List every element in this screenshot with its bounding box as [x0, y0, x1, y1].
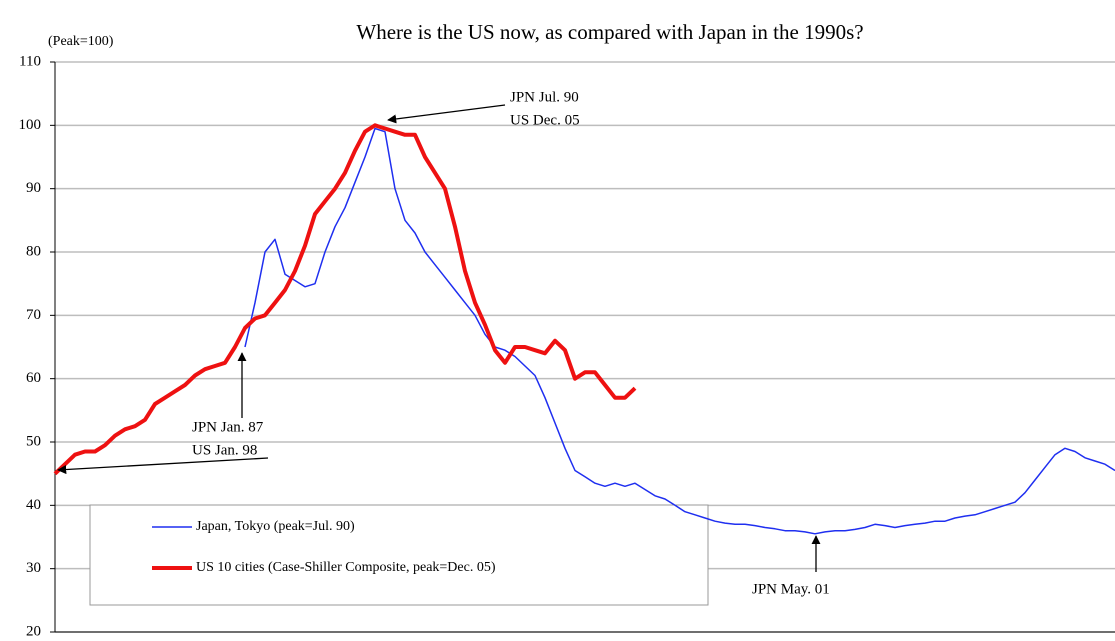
annotation: US Dec. 05: [510, 112, 580, 128]
annotation-arrow: [387, 104, 506, 124]
y-tick-label: 90: [26, 180, 41, 196]
chart-title: Where is the US now, as compared with Ja…: [356, 20, 863, 44]
y-tick-label: 20: [26, 623, 41, 639]
y-tick-label: 100: [19, 117, 42, 133]
legend: [89, 504, 709, 606]
y-tick-label: 70: [26, 307, 41, 323]
y-tick-label: 60: [26, 370, 41, 386]
y-tick-label: 110: [19, 53, 41, 69]
series-line: [244, 127, 1115, 535]
series-line: [53, 123, 637, 476]
annotation-arrow: [57, 457, 269, 475]
legend-label: Japan, Tokyo (peak=Jul. 90): [196, 519, 355, 534]
annotation: JPN Jan. 87: [192, 419, 264, 435]
y-tick-label: 30: [26, 560, 41, 576]
y-axis-label: (Peak=100): [48, 34, 114, 49]
y-tick-label: 50: [26, 433, 41, 449]
legend-label: US 10 cities (Case-Shiller Composite, pe…: [196, 560, 496, 575]
y-tick-label: 80: [26, 243, 41, 259]
annotation: US Jan. 98: [192, 442, 257, 458]
annotation: JPN Jul. 90: [510, 89, 579, 105]
annotation: JPN May. 01: [752, 581, 830, 597]
y-tick-label: 40: [26, 497, 41, 513]
